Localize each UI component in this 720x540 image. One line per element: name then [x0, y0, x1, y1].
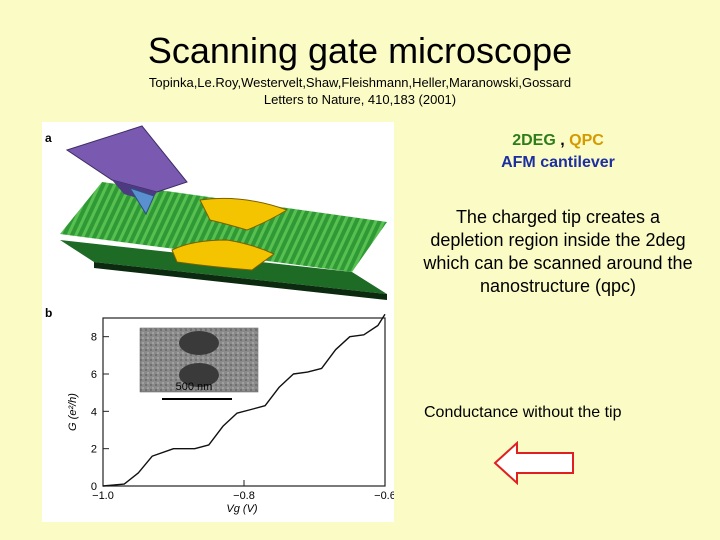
citation-authors: Topinka,Le.Roy,Westervelt,Shaw,Fleishman… [148, 75, 572, 90]
conductance-note: Conductance without the tip [424, 404, 622, 421]
slide-title: Scanning gate microscope [147, 30, 573, 71]
panel-a-label: a [45, 131, 52, 145]
figure-svg: a b 0 2 4 6 8 −1.0 −0.8 −0.6 500 nm G (e²/h) Vg… [45, 125, 394, 515]
inset-gate-bottom [179, 363, 219, 387]
arrow-shape [493, 441, 574, 485]
citation-journal: Letters to Nature, 410,183 (2001) [263, 92, 457, 107]
legend-line-1: 2DEG , QPC [420, 130, 696, 152]
substrate-edge [94, 262, 387, 300]
inset-gate-top [179, 331, 219, 355]
y-tick-label: 6 [91, 369, 97, 381]
y-axis-label: G (e²/h) [67, 393, 79, 431]
x-tick-label: −0.8 [233, 490, 255, 502]
legend-separator: , [555, 132, 570, 149]
afm-tip [128, 187, 155, 216]
legend-qpc: QPC [569, 132, 604, 149]
description-text: The charged tip creates a depletion regi… [423, 207, 693, 296]
qpc-gate-bottom [171, 239, 275, 271]
inset-scale-label: 500 nm [176, 381, 213, 393]
conductance-curve [102, 313, 386, 487]
inset-scale-bar [162, 398, 232, 400]
afm-cantilever [65, 125, 188, 193]
panel-b-label: b [45, 306, 52, 320]
legend: 2DEG , QPC AFM cantilever [420, 130, 696, 174]
y-tick-label: 8 [91, 332, 97, 344]
inset-image: 500 nm [139, 327, 259, 400]
citation: Topinka,Le.Roy,Westervelt,Shaw,Fleishman… [0, 74, 720, 108]
figure-panel: a b 0 2 4 6 8 −1.0 −0.8 −0.6 500 nm G (e²/h) Vg… [42, 122, 394, 522]
left-arrow-icon [493, 441, 574, 485]
y-tick-label: 0 [91, 481, 97, 493]
x-axis-label: Vg (V) [226, 503, 258, 515]
y-tick-label: 4 [91, 406, 97, 418]
chart-layer: 0 2 4 6 8 −1.0 −0.8 −0.6 [91, 313, 394, 502]
qpc-gate-top [199, 197, 289, 231]
x-tick-label: −0.6 [374, 490, 394, 502]
y-tick-label: 2 [91, 444, 97, 456]
x-tick-label: −1.0 [92, 490, 114, 502]
legend-2deg: 2DEG [512, 132, 556, 149]
legend-afm-cantilever: AFM cantilever [501, 154, 615, 171]
